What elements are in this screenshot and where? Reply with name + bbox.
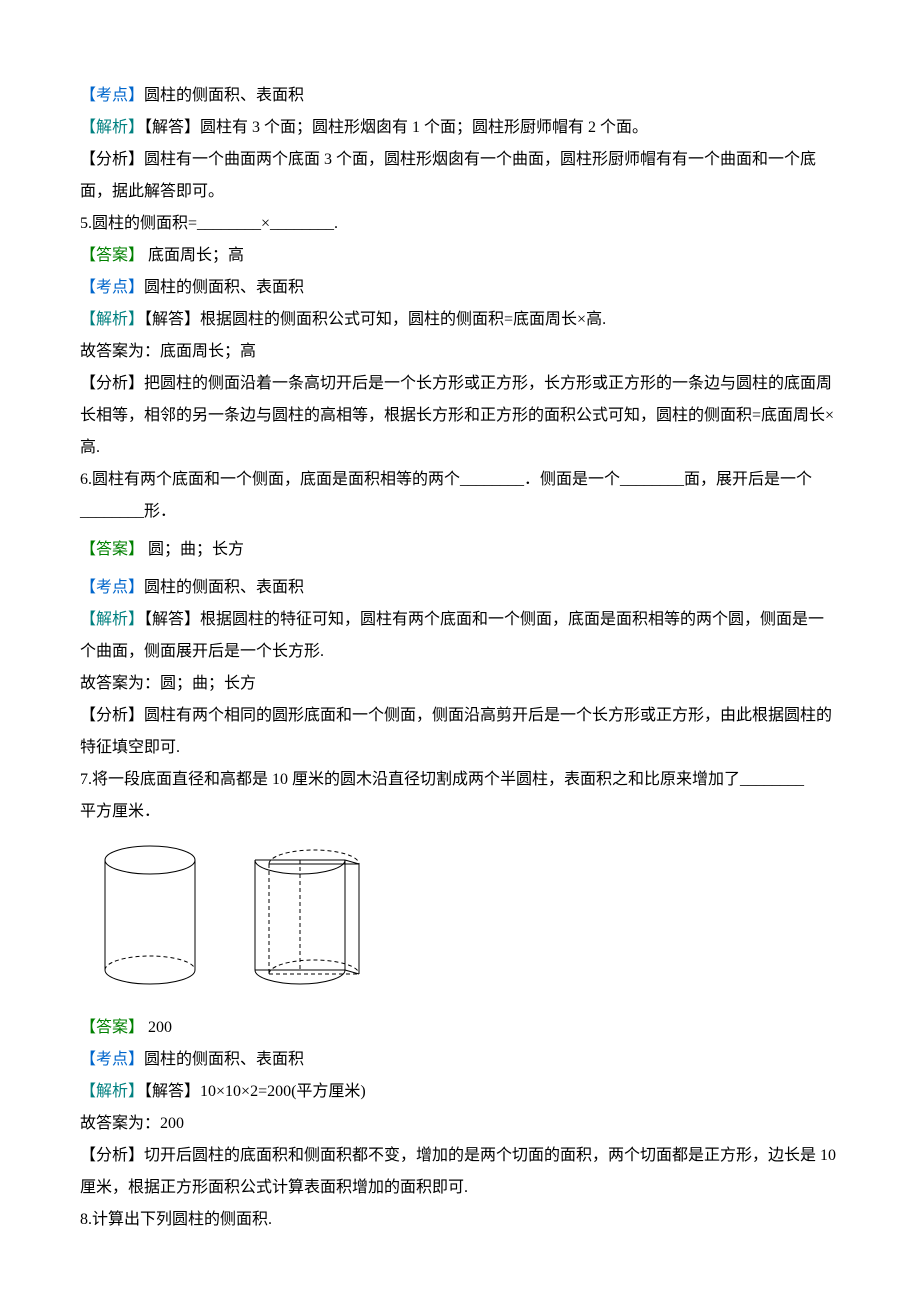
q4-kaodian-text: 圆柱的侧面积、表面积 <box>144 87 304 104</box>
label-jiexi: 【解析】 <box>80 119 144 136</box>
label-kaodian: 【考点】 <box>80 279 144 296</box>
q6-kaodian: 【考点】圆柱的侧面积、表面积 <box>80 572 840 604</box>
q6-daan-text: 圆；曲；长方 <box>144 541 244 558</box>
label-daan: 【答案】 <box>80 247 144 264</box>
q5-kaodian-text: 圆柱的侧面积、表面积 <box>144 279 304 296</box>
q7-answer: 【答案】 200 <box>80 1012 840 1044</box>
q6-stem-b: ________形． <box>80 496 840 528</box>
q6-jiexi: 【解析】【解答】根据圆柱的特征可知，圆柱有两个底面和一个侧面，底面是面积相等的两… <box>80 604 840 668</box>
q7-stem-b: 平方厘米． <box>80 796 840 828</box>
q5-jieda: 【解答】根据圆柱的侧面积公式可知，圆柱的侧面积=底面周长×高. <box>144 311 606 328</box>
q7-jieda: 【解答】10×10×2=200(平方厘米) <box>144 1083 366 1100</box>
label-daan: 【答案】 <box>80 1019 144 1036</box>
q7-kaodian-text: 圆柱的侧面积、表面积 <box>144 1051 304 1068</box>
label-jiexi: 【解析】 <box>80 311 144 328</box>
label-jiexi: 【解析】 <box>80 1083 144 1100</box>
q5-guda: 故答案为：底面周长；高 <box>80 336 840 368</box>
q5-kaodian: 【考点】圆柱的侧面积、表面积 <box>80 272 840 304</box>
label-kaodian: 【考点】 <box>80 87 144 104</box>
q5-answer: 【答案】 底面周长；高 <box>80 240 840 272</box>
q4-kaodian: 【考点】圆柱的侧面积、表面积 <box>80 80 840 112</box>
q5-daan-text: 底面周长；高 <box>144 247 244 264</box>
q8-stem: 8.计算出下列圆柱的侧面积. <box>80 1204 840 1236</box>
q6-jieda: 【解答】根据圆柱的特征可知，圆柱有两个底面和一个侧面，底面是面积相等的两个圆，侧… <box>80 611 824 660</box>
q5-fenxi: 【分析】把圆柱的侧面沿着一条高切开后是一个长方形或正方形，长方形或正方形的一条边… <box>80 368 840 464</box>
label-daan: 【答案】 <box>80 541 144 558</box>
q7-jiexi: 【解析】【解答】10×10×2=200(平方厘米) <box>80 1076 840 1108</box>
q6-fenxi-text: 【分析】圆柱有两个相同的圆形底面和一个侧面，侧面沿高剪开后是一个长方形或正方形，… <box>80 707 832 756</box>
q7-kaodian: 【考点】圆柱的侧面积、表面积 <box>80 1044 840 1076</box>
q5-stem: 5.圆柱的侧面积=________×________. <box>80 208 840 240</box>
label-kaodian: 【考点】 <box>80 1051 144 1068</box>
q4-jiexi: 【解析】【解答】圆柱有 3 个面；圆柱形烟囱有 1 个面；圆柱形厨师帽有 2 个… <box>80 112 840 144</box>
q7-fenxi: 【分析】切开后圆柱的底面积和侧面积都不变，增加的是两个切面的面积，两个切面都是正… <box>80 1140 840 1204</box>
q4-jieda: 【解答】圆柱有 3 个面；圆柱形烟囱有 1 个面；圆柱形厨师帽有 2 个面。 <box>144 119 648 136</box>
q6-stem-a: 6.圆柱有两个底面和一个侧面，底面是面积相等的两个________．侧面是一个_… <box>80 464 840 496</box>
q4-fenxi-text: 【分析】圆柱有一个曲面两个底面 3 个面，圆柱形烟囱有一个曲面，圆柱形厨师帽有有… <box>80 151 816 200</box>
q6-guda: 故答案为：圆；曲；长方 <box>80 668 840 700</box>
q7-guda: 故答案为：200 <box>80 1108 840 1140</box>
q4-fenxi: 【分析】圆柱有一个曲面两个底面 3 个面，圆柱形烟囱有一个曲面，圆柱形厨师帽有有… <box>80 144 840 208</box>
q7-figure <box>90 840 840 1000</box>
q6-fenxi: 【分析】圆柱有两个相同的圆形底面和一个侧面，侧面沿高剪开后是一个长方形或正方形，… <box>80 700 840 764</box>
q6-answer: 【答案】 圆；曲；长方 <box>80 534 840 566</box>
q7-daan-text: 200 <box>144 1019 172 1036</box>
q7-fenxi-text: 【分析】切开后圆柱的底面积和侧面积都不变，增加的是两个切面的面积，两个切面都是正… <box>80 1147 836 1196</box>
label-jiexi: 【解析】 <box>80 611 144 628</box>
q5-jiexi: 【解析】【解答】根据圆柱的侧面积公式可知，圆柱的侧面积=底面周长×高. <box>80 304 840 336</box>
q7-stem-a: 7.将一段底面直径和高都是 10 厘米的圆木沿直径切割成两个半圆柱，表面积之和比… <box>80 764 840 796</box>
cylinder-diagram <box>90 840 390 1000</box>
label-kaodian: 【考点】 <box>80 579 144 596</box>
q5-fenxi-text: 【分析】把圆柱的侧面沿着一条高切开后是一个长方形或正方形，长方形或正方形的一条边… <box>80 375 834 456</box>
q6-kaodian-text: 圆柱的侧面积、表面积 <box>144 579 304 596</box>
